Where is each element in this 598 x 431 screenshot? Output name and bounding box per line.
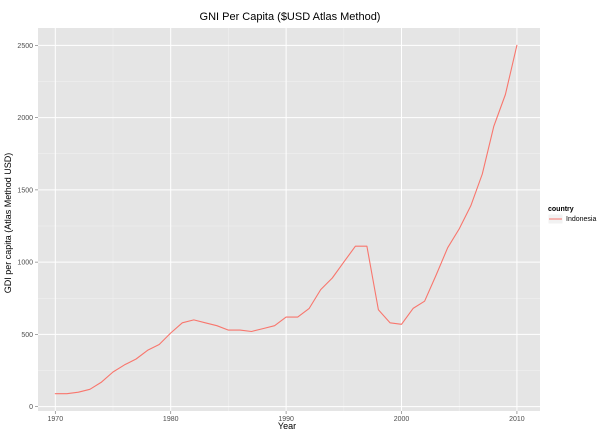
major-grid xyxy=(38,28,540,411)
chart-title: GNI Per Capita ($USD Atlas Method) xyxy=(200,11,381,23)
x-tick-label: 1990 xyxy=(278,416,294,423)
legend-title: country xyxy=(548,206,574,213)
series-layer xyxy=(54,44,518,395)
y-tick-label: 0 xyxy=(29,404,33,411)
x-axis-title: Year xyxy=(278,421,296,431)
x-tick-label: 2010 xyxy=(509,416,525,423)
x-axis: 1970 1980 1990 2000 2010 xyxy=(48,411,525,423)
y-tick-label: 1000 xyxy=(17,260,33,267)
legend: country Indonesia xyxy=(547,206,596,225)
y-axis-title: GDI per capita (Atlas Method USD) xyxy=(3,153,13,294)
x-tick-label: 1970 xyxy=(48,416,64,423)
x-tick-label: 1980 xyxy=(163,416,179,423)
y-tick-label: 2500 xyxy=(17,43,33,50)
x-tick-label: 2000 xyxy=(394,416,410,423)
minor-grid xyxy=(38,28,540,411)
y-tick-label: 500 xyxy=(21,332,33,339)
y-tick-label: 2000 xyxy=(17,115,33,122)
plot-panel xyxy=(38,28,540,411)
series-line-indonesia xyxy=(54,44,518,395)
legend-label-indonesia: Indonesia xyxy=(566,216,596,223)
y-axis: 0 500 1000 1500 2000 2500 xyxy=(17,43,38,411)
y-tick-label: 1500 xyxy=(17,187,33,194)
